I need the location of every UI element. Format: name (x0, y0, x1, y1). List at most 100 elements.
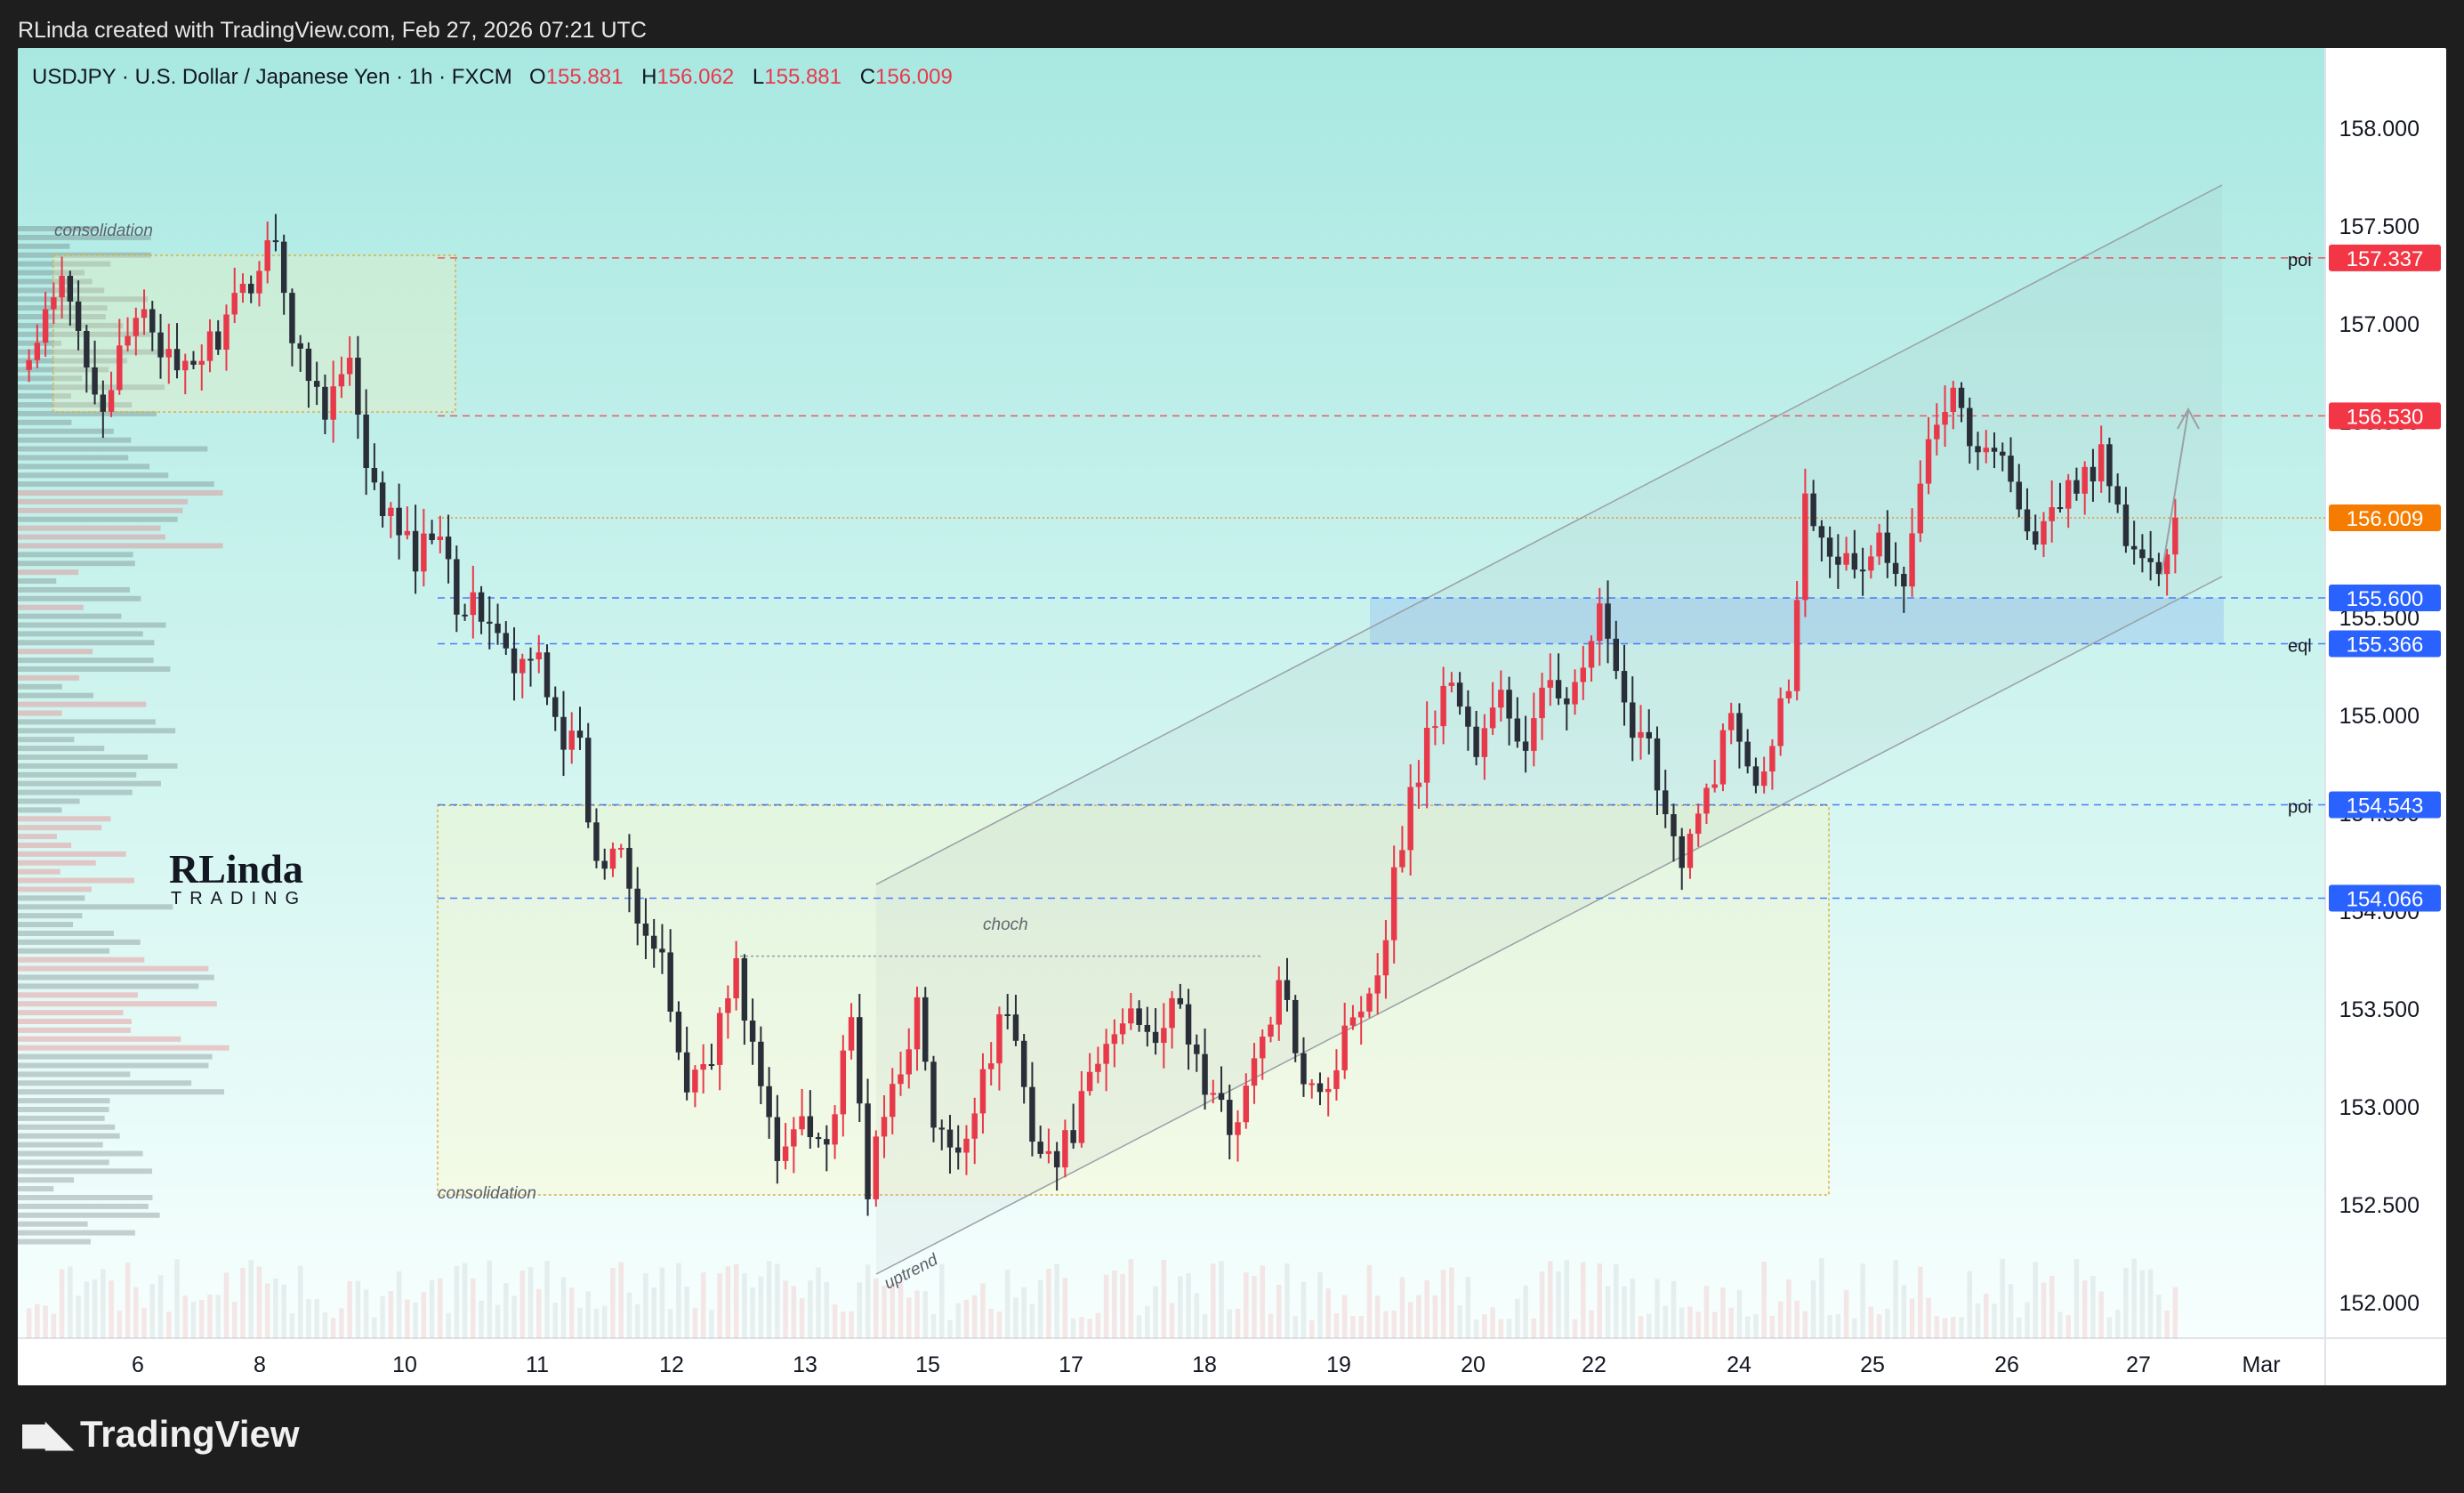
volume-bar (1539, 1271, 1545, 1338)
candle-body (700, 1064, 706, 1070)
volume-profile-bar (18, 613, 122, 619)
candle-body (906, 1049, 912, 1075)
volume-bar (166, 1311, 172, 1338)
candle-body (593, 822, 600, 861)
volume-bar (1252, 1275, 1257, 1338)
volume-bar (1178, 1276, 1183, 1338)
volume-bar (429, 1279, 435, 1338)
volume-bar (330, 1318, 336, 1338)
volume-profile-bar (18, 1089, 225, 1095)
candle-body (749, 1021, 756, 1042)
volume-bar (133, 1287, 139, 1338)
volume-bar (2139, 1270, 2146, 1338)
candle-body (963, 1138, 970, 1153)
candle-body (1777, 698, 1784, 746)
candle-body (1613, 638, 1620, 672)
time-axis[interactable]: 6 8 10 11 12 13 15 17 18 19 20 22 24 25 26 27 Mar (132, 1352, 2280, 1377)
volume-bar (1843, 1289, 1849, 1338)
volume-bar (2164, 1311, 2170, 1338)
volume-profile-bar (18, 384, 165, 391)
candle-body (239, 283, 246, 294)
candle-body (1300, 1053, 1307, 1085)
volume-bar (264, 1283, 270, 1338)
candle-body (1638, 731, 1644, 738)
candle-body (1448, 682, 1455, 686)
candle-body (1630, 702, 1636, 738)
volume-bar (1736, 1289, 1743, 1338)
volume-bar (1145, 1305, 1150, 1338)
volume-profile-bar (18, 983, 199, 989)
candle-body (165, 349, 173, 358)
volume-bar (1350, 1316, 1356, 1338)
candle-body (272, 240, 279, 243)
volume-profile-bar (18, 270, 85, 276)
candle-body (824, 1139, 830, 1145)
symbol-title[interactable]: USDJPY · U.S. Dollar / Japanese Yen · 1h… (32, 65, 512, 89)
volume-bar (256, 1266, 262, 1338)
tradingview-logo[interactable]: ◼◣ TradingView (20, 1413, 300, 1456)
candle-body (487, 621, 493, 624)
volume-profile-bar (18, 446, 208, 452)
volume-profile-bar (18, 816, 111, 822)
volume-bar (388, 1291, 394, 1338)
volume-bar (1120, 1273, 1125, 1338)
volume-bar (1589, 1310, 1594, 1338)
candle-body (1646, 731, 1652, 738)
volume-bar (2000, 1258, 2006, 1338)
levels-layer (438, 257, 2325, 900)
candle-body (840, 1050, 847, 1115)
volume-profile-bar (18, 402, 133, 408)
volume-profile-bar (18, 1053, 213, 1060)
level-tag-label: poi (2288, 251, 2312, 270)
volume-bar (289, 1313, 295, 1338)
channel-fill (876, 185, 2222, 1274)
candle-body (1605, 603, 1611, 639)
candle-body (1769, 746, 1776, 772)
volume-profile-bar (18, 278, 93, 285)
candle-body (716, 1013, 723, 1065)
volume-profile-bar (18, 1133, 120, 1139)
volume-bar (1424, 1279, 1429, 1338)
volume-bar (314, 1299, 319, 1338)
candle-body (1679, 835, 1685, 868)
candle-body (2098, 444, 2105, 482)
volume-bar (1341, 1295, 1348, 1338)
chart-panel[interactable]: consolidationconsolidationchoch uptrend … (18, 48, 2446, 1385)
candle-body (313, 381, 320, 387)
volume-bar (1186, 1272, 1191, 1338)
footer-bar (0, 1385, 2464, 1493)
volume-profile-bar (18, 1045, 229, 1051)
volume-bar (930, 1314, 937, 1338)
volume-profile-bar (18, 455, 129, 461)
candle-body (2008, 456, 2014, 482)
candle-body (930, 1061, 937, 1128)
volume-bar (2172, 1287, 2178, 1338)
candle-body (264, 240, 270, 271)
volume-bar (1416, 1295, 1421, 1338)
volume-bar (947, 1319, 953, 1338)
volume-bar (2025, 1302, 2030, 1338)
time-axis-tick: 27 (2126, 1352, 2151, 1377)
volume-bar (824, 1281, 830, 1338)
candle-body (1785, 690, 1792, 698)
candle-body (1119, 1023, 1126, 1035)
volume-bar (190, 1301, 197, 1338)
volume-bar (1605, 1286, 1611, 1338)
volume-bar (1934, 1316, 1940, 1338)
candle-body (92, 367, 98, 395)
volume-profile-bar (18, 243, 70, 249)
volume-profile-bar (18, 763, 178, 769)
volume-profile-bar (18, 931, 114, 936)
candle-body (1440, 685, 1446, 727)
candle-body (1053, 1150, 1060, 1168)
volume-bar (2073, 1258, 2080, 1338)
candle-body (1934, 424, 1940, 440)
volume-bars (26, 1258, 2178, 1338)
candle-body (1251, 1058, 1258, 1086)
volume-bar (1777, 1301, 1784, 1338)
candle-body (1654, 738, 1661, 791)
candle-body (1514, 718, 1521, 742)
volume-profile-bar (18, 1142, 103, 1148)
volume-bar (709, 1310, 714, 1338)
price-chart[interactable]: consolidationconsolidationchoch uptrend … (18, 48, 2446, 1385)
